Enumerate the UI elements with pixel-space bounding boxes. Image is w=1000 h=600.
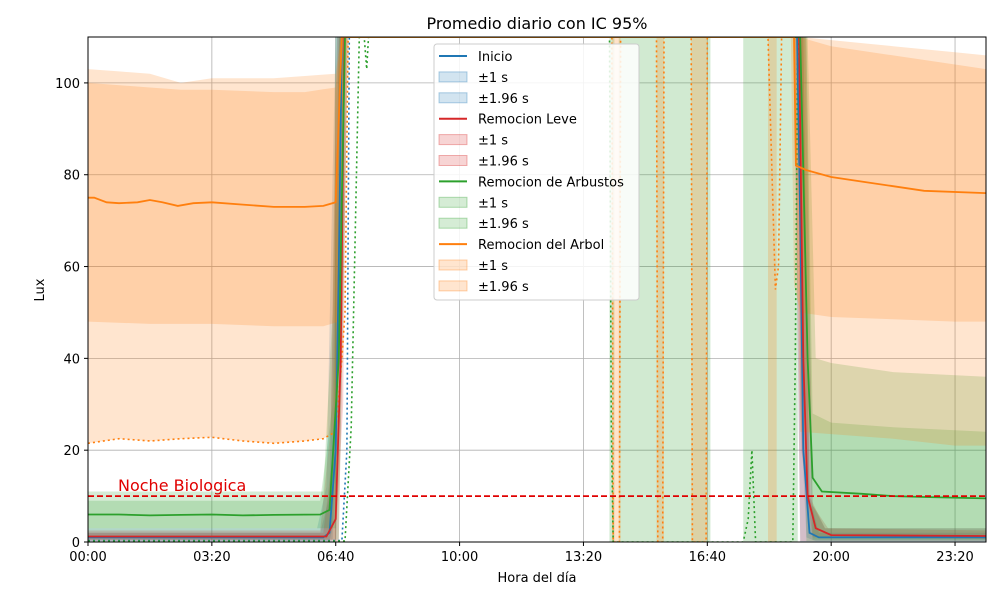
y-tick-label: 40 — [63, 352, 80, 367]
threshold-label: Noche Biologica — [118, 476, 246, 495]
band-extended-remocion-del-arbol — [691, 37, 707, 542]
legend-label: Remocion del Arbol — [478, 238, 604, 253]
chart-title: Promedio diario con IC 95% — [427, 14, 648, 33]
legend-label: ±1.96 s — [478, 217, 529, 232]
legend-label: ±1.96 s — [478, 280, 529, 295]
x-tick-label: 06:40 — [317, 550, 354, 565]
legend-patch-marker — [439, 197, 467, 207]
legend-patch-marker — [439, 156, 467, 166]
legend-patch-marker — [439, 281, 467, 291]
y-tick-label: 80 — [63, 169, 80, 184]
x-tick-label: 23:20 — [936, 550, 973, 565]
x-tick-label: 13:20 — [565, 550, 602, 565]
legend-patch-marker — [439, 260, 467, 270]
x-axis-label: Hora del día — [498, 571, 577, 586]
legend-label: Inicio — [478, 50, 512, 65]
legend: Inicio ±1 s ±1.96 s Remocion Leve ±1 s ±1.96 … — [434, 44, 639, 300]
legend-label: Remocion de Arbustos — [478, 175, 624, 190]
legend-patch-marker — [439, 93, 467, 103]
legend-patch-marker — [439, 135, 467, 145]
x-tick-label: 10:00 — [441, 550, 478, 565]
y-tick-label: 100 — [55, 77, 80, 92]
legend-label: ±1.96 s — [478, 155, 529, 170]
x-tick-label: 00:00 — [69, 550, 106, 565]
legend-patch-marker — [439, 218, 467, 228]
legend-label: ±1.96 s — [478, 92, 529, 107]
legend-label: ±1 s — [478, 259, 508, 274]
legend-label: Remocion Leve — [478, 113, 577, 128]
legend-label: ±1 s — [478, 71, 508, 86]
x-tick-label: 20:00 — [812, 550, 849, 565]
x-tick-label: 16:40 — [689, 550, 726, 565]
legend-patch-marker — [439, 72, 467, 82]
legend-label: ±1 s — [478, 196, 508, 211]
legend-label: ±1 s — [478, 134, 508, 149]
y-tick-label: 60 — [63, 261, 80, 276]
x-tick-label: 03:20 — [193, 550, 230, 565]
y-tick-label: 0 — [72, 536, 80, 551]
y-tick-label: 20 — [63, 444, 80, 459]
y-axis-label: Lux — [33, 278, 48, 301]
